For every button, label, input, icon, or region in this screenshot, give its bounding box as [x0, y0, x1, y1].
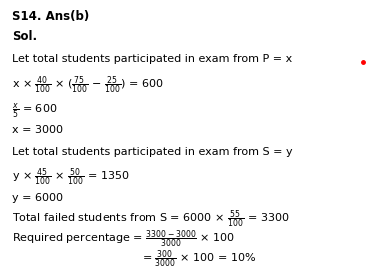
Text: $\frac{x}{5}$ = 600: $\frac{x}{5}$ = 600	[12, 101, 57, 120]
Text: y = 6000: y = 6000	[12, 193, 63, 203]
Text: y $\times$ $\frac{45}{100}$ $\times$ $\frac{50}{100}$ = 1350: y $\times$ $\frac{45}{100}$ $\times$ $\f…	[12, 166, 130, 188]
Text: = $\frac{300}{3000}$ $\times$ 100 = 10%: = $\frac{300}{3000}$ $\times$ 100 = 10%	[142, 248, 256, 270]
Text: x $\times$ $\frac{40}{100}$ $\times$ ($\frac{75}{100}$ $-$ $\frac{25}{100}$) = 6: x $\times$ $\frac{40}{100}$ $\times$ ($\…	[12, 74, 164, 95]
Text: S14. Ans(b): S14. Ans(b)	[12, 10, 89, 23]
Text: Sol.: Sol.	[12, 30, 37, 43]
Text: Let total students participated in exam from S = y: Let total students participated in exam …	[12, 147, 293, 157]
Text: Required percentage = $\frac{3300-3000}{3000}$ $\times$ 100: Required percentage = $\frac{3300-3000}{…	[12, 228, 235, 250]
Text: Let total students participated in exam from P = x: Let total students participated in exam …	[12, 54, 292, 64]
Text: Total failed students from S = 6000 $\times$ $\frac{55}{100}$ = 3300: Total failed students from S = 6000 $\ti…	[12, 208, 290, 230]
Text: x = 3000: x = 3000	[12, 125, 63, 135]
